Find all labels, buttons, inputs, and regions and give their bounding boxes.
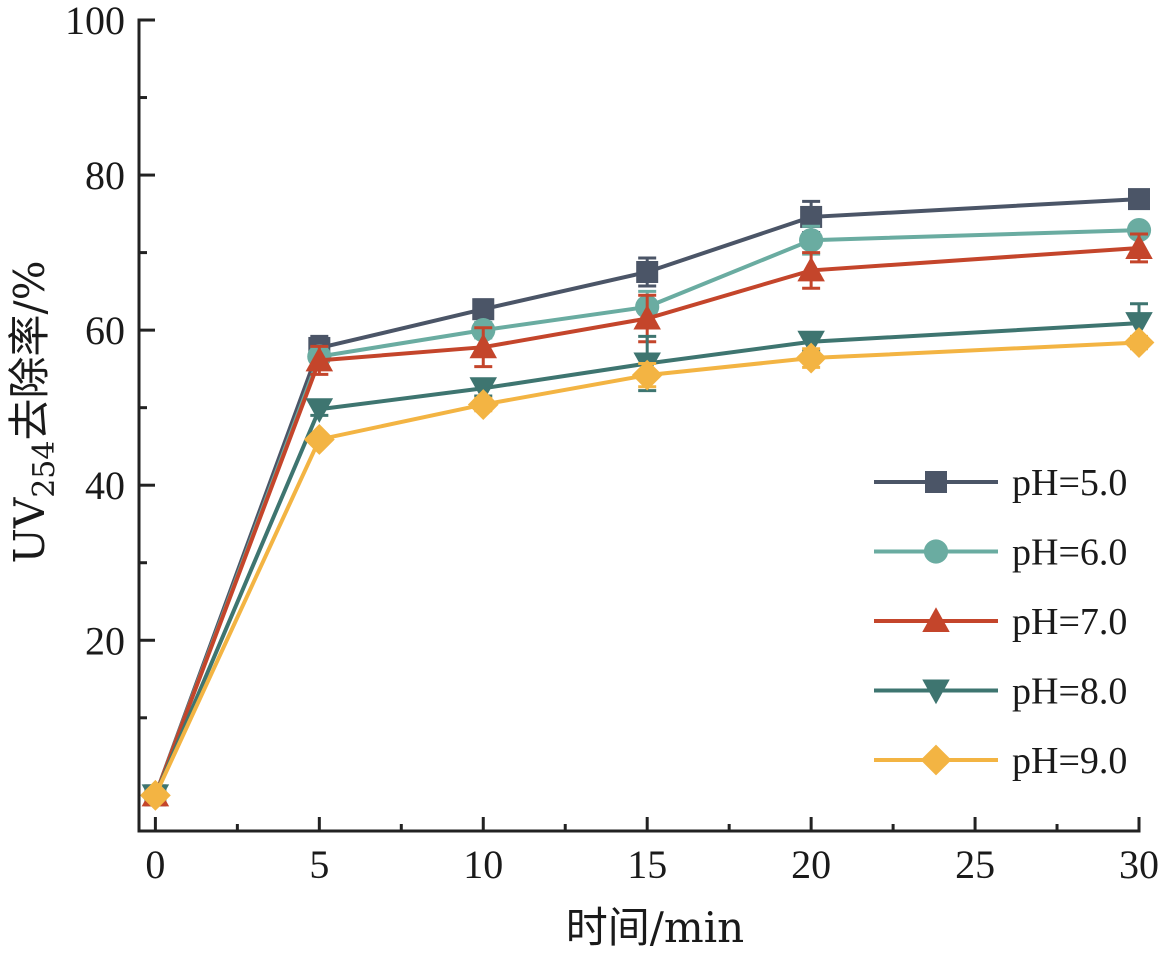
y-axis-title-rest: 去除率/% bbox=[5, 260, 54, 440]
legend: pH=5.0 pH=6.0 pH=7.0 pH=8.0 pH=9.0 bbox=[874, 462, 1127, 782]
marker-square bbox=[800, 205, 823, 228]
series-ph-9-0 bbox=[139, 327, 1155, 811]
marker-triangle-down bbox=[1125, 312, 1153, 337]
series-line bbox=[153, 340, 1140, 797]
x-tick-label: 20 bbox=[791, 842, 831, 887]
marker-triangle-down bbox=[922, 679, 950, 705]
x-tick-label: 5 bbox=[309, 842, 329, 887]
y-axis-title-main: UV bbox=[5, 497, 54, 563]
ticks-layer: 0 5 10 15 20 25 30 20 40 60 80 100 bbox=[65, 0, 1159, 887]
y-tick-label: 40 bbox=[85, 463, 125, 508]
marker-triangle-up bbox=[469, 333, 498, 359]
marker-circle bbox=[1126, 218, 1152, 243]
y-tick-label: 80 bbox=[85, 153, 125, 198]
marker-square bbox=[636, 260, 659, 283]
marker-triangle-up bbox=[305, 346, 334, 372]
marker-circle bbox=[923, 539, 949, 564]
y-tick-label: 60 bbox=[85, 308, 125, 353]
marker-diamond bbox=[920, 744, 952, 776]
legend-item: pH=8.0 bbox=[874, 671, 1127, 713]
legend-label: pH=9.0 bbox=[1012, 740, 1127, 782]
y-axis-title: UV254去除率/% bbox=[5, 260, 62, 563]
marker-diamond bbox=[303, 424, 335, 455]
legend-label: pH=7.0 bbox=[1012, 601, 1127, 643]
series-layer bbox=[139, 188, 1155, 811]
marker-diamond bbox=[631, 359, 663, 391]
marker-triangle-up bbox=[797, 256, 825, 282]
marker-diamond bbox=[467, 389, 499, 420]
x-tick-label: 0 bbox=[145, 842, 165, 887]
legend-item: pH=5.0 bbox=[874, 462, 1127, 504]
marker-square bbox=[1128, 188, 1150, 211]
legend-label: pH=8.0 bbox=[1012, 671, 1127, 713]
marker-triangle-down bbox=[305, 398, 334, 423]
x-tick-label: 15 bbox=[627, 842, 667, 887]
series-ph-5-0 bbox=[144, 188, 1150, 807]
legend-label: pH=5.0 bbox=[1012, 462, 1127, 504]
x-tick-label: 25 bbox=[955, 842, 995, 887]
series-line bbox=[153, 321, 1140, 797]
legend-item: pH=7.0 bbox=[874, 601, 1127, 643]
legend-label: pH=6.0 bbox=[1012, 532, 1127, 574]
y-axis-title-subscript: 254 bbox=[27, 441, 62, 498]
x-axis-title: 时间/min bbox=[566, 903, 744, 952]
marker-diamond bbox=[1123, 327, 1155, 358]
legend-item: pH=9.0 bbox=[874, 740, 1127, 782]
series-line bbox=[153, 245, 1140, 797]
y-tick-label: 20 bbox=[85, 618, 125, 663]
y-tick-label: 100 bbox=[65, 0, 125, 43]
marker-square bbox=[472, 298, 495, 321]
y-axis-title-text: UV254去除率/% bbox=[5, 260, 62, 563]
marker-triangle-up bbox=[1125, 234, 1153, 259]
series-ph-7-0 bbox=[141, 232, 1153, 807]
marker-diamond bbox=[139, 779, 171, 811]
marker-circle bbox=[799, 228, 824, 253]
marker-diamond bbox=[795, 342, 827, 374]
marker-square bbox=[925, 471, 947, 493]
axes-layer bbox=[137, 18, 1141, 833]
x-tick-label: 10 bbox=[463, 842, 503, 887]
marker-triangle-up bbox=[922, 607, 950, 632]
x-tick-label: 30 bbox=[1119, 842, 1159, 887]
series-line bbox=[153, 197, 1140, 797]
marker-triangle-up bbox=[633, 304, 661, 330]
legend-item: pH=6.0 bbox=[874, 532, 1127, 574]
